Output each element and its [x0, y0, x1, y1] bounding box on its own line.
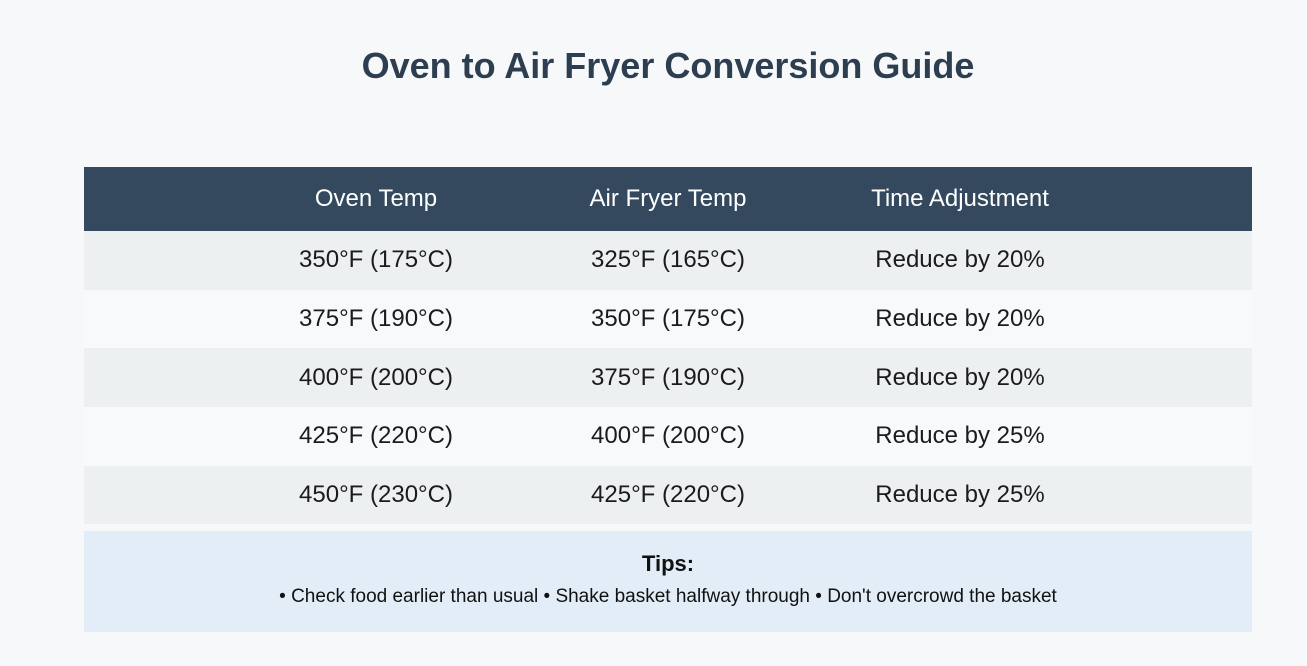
table-cell-air-fryer-temp: 400°F (200°C) [591, 422, 745, 450]
column-header-oven-temp: Oven Temp [314, 185, 438, 213]
table-row: 350°F (175°C) 325°F (165°C) Reduce by 20… [84, 231, 1252, 290]
table-cell-oven-temp: 450°F (230°C) [299, 480, 453, 508]
table-cell-air-fryer-temp: 350°F (175°C) [591, 305, 745, 333]
table-row: 375°F (190°C) 350°F (175°C) Reduce by 20… [84, 289, 1252, 349]
table-cell-air-fryer-temp: 325°F (165°C) [591, 246, 745, 274]
table-cell-oven-temp: 375°F (190°C) [299, 305, 453, 333]
column-header-air-fryer-temp: Air Fryer Temp [589, 185, 747, 213]
column-header-time-adjustment: Time Adjustment [871, 185, 1049, 213]
table-cell-oven-temp: 425°F (220°C) [299, 422, 453, 450]
table-cell-oven-temp: 350°F (175°C) [299, 246, 453, 274]
table-cell-air-fryer-temp: 425°F (220°C) [591, 480, 745, 508]
table-row: 400°F (200°C) 375°F (190°C) Reduce by 20… [84, 348, 1252, 407]
table-cell-air-fryer-temp: 375°F (190°C) [591, 363, 745, 391]
table-cell-oven-temp: 400°F (200°C) [299, 363, 453, 391]
table-cell-time-adjustment: Reduce by 25% [875, 480, 1045, 508]
page: Oven to Air Fryer Conversion Guide Oven … [84, 0, 1252, 633]
table-cell-time-adjustment: Reduce by 20% [875, 246, 1045, 274]
tips-section: Tips: • Check food earlier than usual • … [84, 531, 1252, 633]
conversion-table: Oven Temp Air Fryer Temp Time Adjustment… [84, 167, 1252, 525]
table-cell-time-adjustment: Reduce by 20% [875, 305, 1045, 333]
table-cell-time-adjustment: Reduce by 25% [875, 422, 1045, 450]
table-cell-time-adjustment: Reduce by 20% [875, 363, 1045, 391]
page-title: Oven to Air Fryer Conversion Guide [361, 45, 975, 86]
table-header-row: Oven Temp Air Fryer Temp Time Adjustment [84, 167, 1252, 232]
tips-text: • Check food earlier than usual • Shake … [279, 586, 1057, 608]
table-row: 425°F (220°C) 400°F (200°C) Reduce by 25… [84, 406, 1252, 466]
table-row: 450°F (230°C) 425°F (220°C) Reduce by 25… [84, 465, 1252, 525]
tips-heading: Tips: [641, 551, 695, 577]
